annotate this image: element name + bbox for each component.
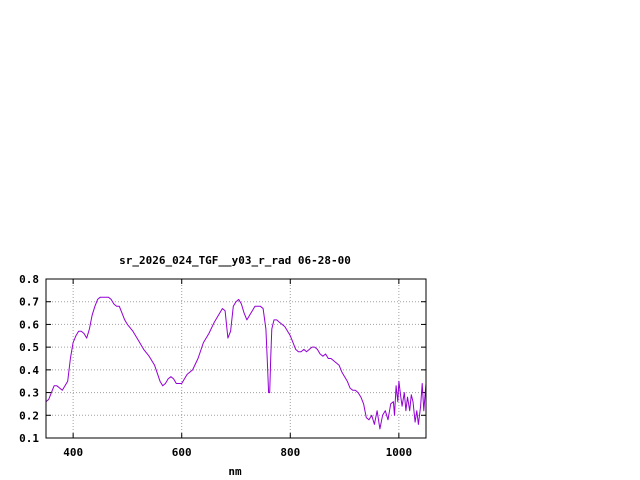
y-tick-label: 0.5 (19, 341, 39, 354)
plot-frame (45, 278, 427, 439)
y-tick-label: 0.7 (19, 296, 39, 309)
y-tick-label: 0.2 (19, 409, 39, 422)
grid-lines (46, 279, 426, 438)
series-line (45, 296, 427, 430)
x-tick-label: 400 (63, 446, 83, 459)
y-tick-label: 0.8 (19, 273, 39, 286)
y-tick-label: 0.3 (19, 387, 39, 400)
chart-title: sr_2026_024_TGF__y03_r_rad 06-28-00 (119, 254, 351, 267)
x-axis-label: nm (228, 465, 242, 478)
x-tick-label: 800 (280, 446, 300, 459)
x-tick-label: 1000 (386, 446, 413, 459)
x-tick-label: 600 (172, 446, 192, 459)
y-tick-label: 0.1 (19, 432, 39, 445)
y-tick-label: 0.6 (19, 318, 39, 331)
series-layer (45, 296, 427, 430)
axis-ticks: 0.1 0.2 0.3 0.4 0.5 0.6 0.7 0.8 400 600 800 1000 (19, 273, 426, 459)
y-tick-label: 0.4 (19, 364, 39, 377)
